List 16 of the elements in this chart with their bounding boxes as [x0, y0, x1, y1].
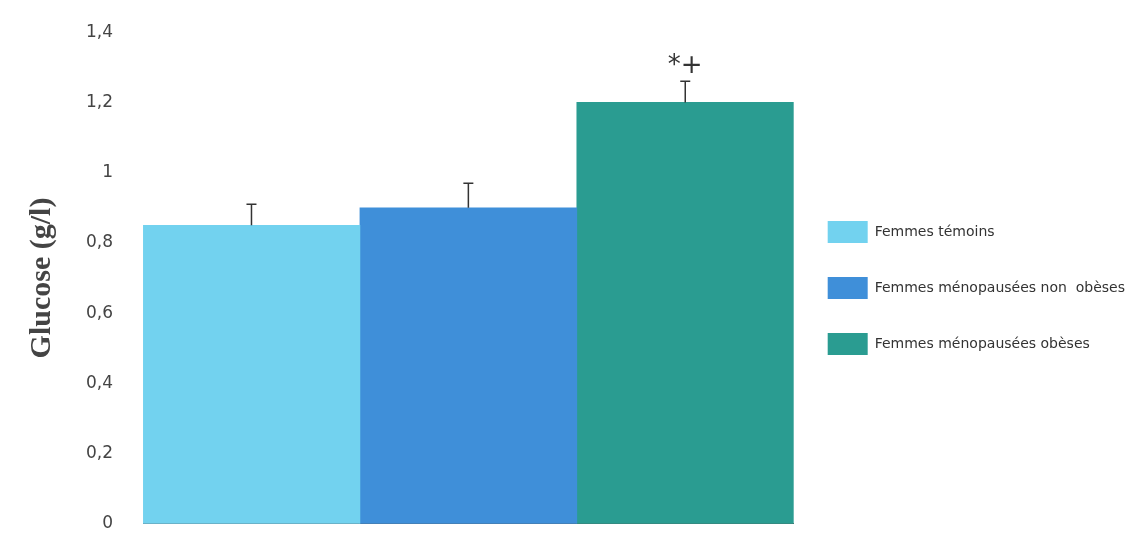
y-axis-title: Glucose (g/l) — [22, 197, 57, 359]
y-tick-label: 1 — [102, 161, 114, 182]
bar — [359, 207, 578, 524]
y-tick-label: 0 — [102, 512, 114, 533]
bar — [143, 225, 361, 524]
legend-label: Femmes ménopausées non obèses — [874, 278, 1126, 295]
annotation: *+ — [667, 49, 703, 80]
y-tick-label: 0,4 — [85, 371, 114, 392]
y-tick-label: 1,2 — [85, 90, 114, 111]
legend-label: Femmes témoins — [874, 222, 995, 239]
legend-label: Femmes ménopausées obèses — [874, 334, 1090, 351]
y-tick-label: 0,6 — [85, 301, 114, 322]
y-tick-label: 0,2 — [85, 441, 114, 462]
bar — [576, 102, 794, 524]
y-tick-label: 0,8 — [85, 231, 114, 252]
y-tick-label: 1,4 — [85, 20, 114, 41]
